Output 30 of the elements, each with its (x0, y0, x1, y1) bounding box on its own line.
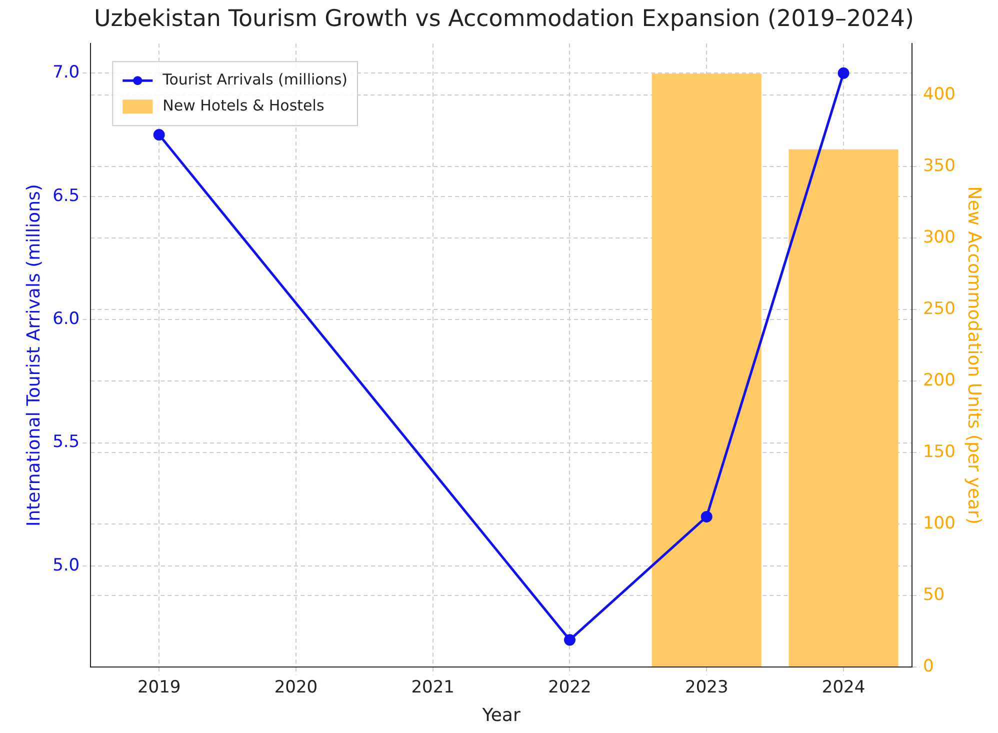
y2-tick-label: 50 (922, 584, 945, 605)
x-tick-label: 2024 (822, 678, 866, 698)
y-tick-label: 5.0 (52, 555, 80, 576)
y2-tick-label: 300 (922, 227, 956, 248)
x-axis-title: Year (481, 704, 521, 726)
legend-label: Tourist Arrivals (millions) (162, 70, 348, 88)
x-tick-label: 2022 (548, 678, 592, 698)
chart-title: Uzbekistan Tourism Growth vs Accommodation Expansion (2019–2024) (94, 6, 914, 32)
point (838, 67, 850, 79)
y-tick-label: 7.0 (52, 62, 80, 83)
y2-tick-label: 400 (922, 84, 956, 104)
y2-axis-title: New Accommodation Units (per year) (964, 186, 985, 524)
y2-tick-label: 350 (922, 156, 956, 176)
x-tick-label: 2021 (411, 678, 454, 698)
y2-tick-label: 200 (922, 370, 956, 390)
point (153, 129, 165, 141)
point (564, 634, 576, 646)
y2-tick-label: 150 (922, 442, 956, 462)
y2-tick-label: 100 (922, 513, 956, 534)
y-axis-title: International Tourist Arrivals (millions) (23, 184, 44, 527)
point (700, 510, 712, 522)
y-tick-label: 6.0 (52, 308, 80, 329)
x-tick-label: 2023 (684, 678, 728, 698)
y-tick-label: 6.5 (52, 186, 80, 206)
y2-tick-label: 250 (922, 298, 956, 319)
x-tick-label: 2020 (274, 678, 318, 698)
y-tick-label: 5.5 (52, 432, 80, 452)
legend-label: New Hotels & Hostels (162, 96, 324, 114)
y2-tick-label: 0 (922, 656, 934, 676)
x-tick-label: 2019 (137, 678, 181, 698)
